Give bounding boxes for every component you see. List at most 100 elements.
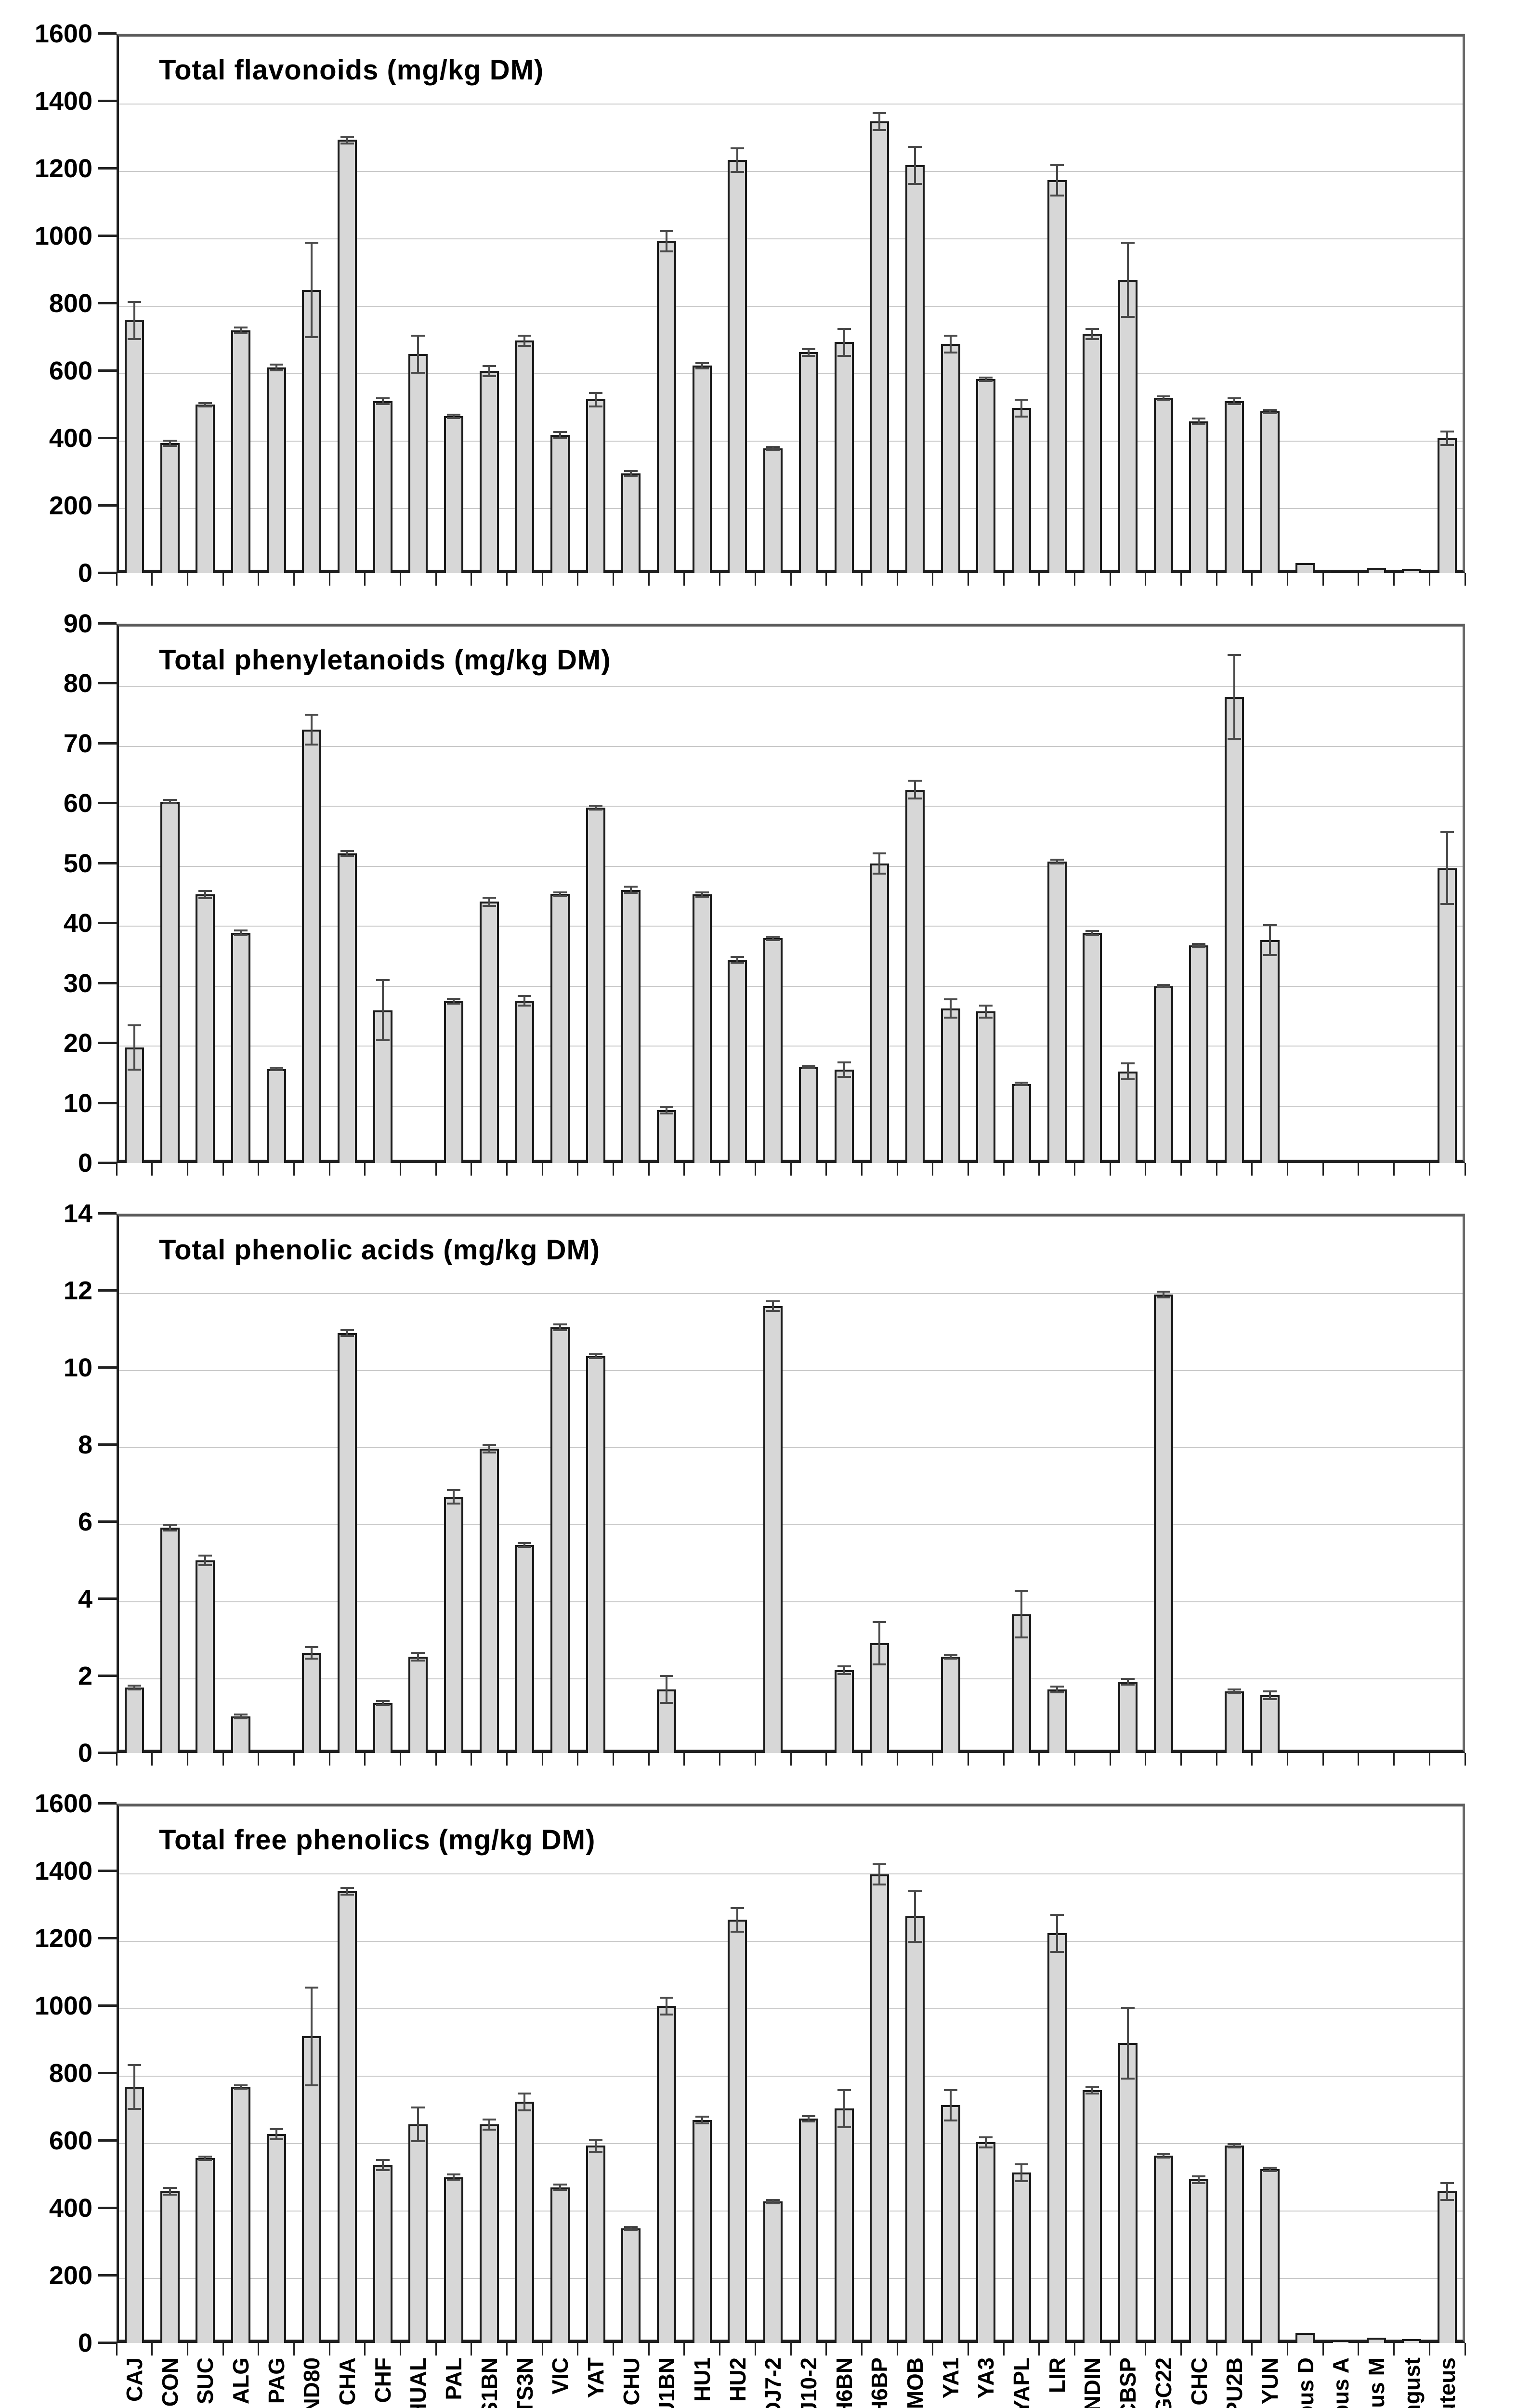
error-bar-cap — [695, 2116, 709, 2118]
x-axis-tick — [861, 2343, 863, 2356]
y-axis-tick-label: 80 — [63, 669, 92, 698]
x-axis-tick — [187, 1163, 188, 1176]
error-bar-cap — [163, 802, 177, 804]
x-axis-tick — [329, 1753, 330, 1766]
y-axis-tick-label: 400 — [49, 2194, 92, 2223]
error-bar — [630, 887, 632, 892]
error-bar — [453, 415, 455, 418]
bar-albus M — [1367, 2338, 1386, 2343]
y-axis-tick-label: 1200 — [34, 154, 92, 183]
bar-PAG — [267, 2134, 286, 2343]
error-bar — [630, 471, 632, 476]
x-axis-label: albus M — [1364, 2357, 1389, 2408]
error-bar-cap — [234, 2088, 248, 2090]
error-bar-cap — [1263, 954, 1277, 956]
y-axis-tick-label: 10 — [63, 1089, 92, 1118]
error-bar-cap — [411, 1660, 425, 1662]
x-axis-tick — [790, 2343, 792, 2356]
y-axis-tick — [98, 2342, 117, 2344]
x-axis-tick — [932, 573, 933, 586]
error-bar-cap — [376, 1700, 390, 1702]
bar-CON — [160, 1528, 180, 1753]
x-axis-tick — [1287, 1753, 1288, 1766]
error-bar — [1233, 1689, 1235, 1693]
bar-YA1 — [941, 1008, 960, 1163]
error-bar-cap — [908, 1941, 922, 1943]
y-axis-tick-label: 14 — [63, 1199, 92, 1228]
bar-H6BN — [835, 2108, 854, 2343]
error-bar — [382, 980, 384, 1040]
y-axis-tick-label: 1200 — [34, 1924, 92, 1953]
error-bar — [701, 363, 703, 368]
error-bar-cap — [1121, 242, 1135, 244]
bar-PAL — [444, 416, 463, 573]
gridline — [119, 238, 1463, 239]
x-axis-tick — [683, 1163, 685, 1176]
y-axis-tick — [98, 235, 117, 237]
bar-H6BN — [835, 1670, 854, 1753]
error-bar — [1269, 410, 1271, 413]
bar-CDJ7-2 — [763, 448, 783, 573]
x-axis-label: CHA — [335, 2357, 360, 2406]
error-bar-cap — [766, 2199, 780, 2201]
error-bar-cap — [1263, 924, 1277, 926]
bar-YAPL — [1012, 408, 1031, 573]
error-bar — [382, 2160, 384, 2170]
x-axis-label: HU2 — [725, 2357, 750, 2402]
error-bar-cap — [979, 1017, 993, 1019]
error-bar — [843, 2090, 845, 2127]
x-axis-tick — [1429, 2343, 1430, 2356]
x-axis-tick — [1180, 2343, 1182, 2356]
bar-HU1BN — [657, 2006, 676, 2343]
error-bar — [914, 1891, 916, 1942]
error-bar-cap — [518, 2109, 531, 2111]
error-bar — [1127, 243, 1129, 317]
error-bar-cap — [660, 230, 673, 232]
error-bar — [1269, 2168, 1271, 2171]
x-axis-tick — [1465, 2343, 1466, 2356]
x-axis-label: YAPL — [1009, 2357, 1034, 2408]
bar-HUAL — [408, 354, 428, 573]
bar-AND80 — [302, 2036, 321, 2343]
y-axis-tick — [98, 1443, 117, 1446]
error-bar-cap — [589, 392, 602, 394]
error-bar-cap — [553, 891, 567, 893]
y-axis-tick — [98, 572, 117, 574]
error-bar-cap — [802, 1067, 815, 1069]
y-axis-tick-label: 1000 — [34, 1991, 92, 2020]
error-bar — [382, 398, 384, 404]
error-bar-cap — [270, 2128, 283, 2130]
error-bar-cap — [128, 1069, 141, 1071]
bar-PU2B — [1225, 2146, 1244, 2343]
error-bar — [204, 891, 206, 898]
x-axis-label: CDJ10-2 — [796, 2357, 821, 2408]
error-bar-cap — [589, 2151, 602, 2153]
error-bar-cap — [979, 377, 993, 379]
bar-VIC — [550, 2187, 570, 2343]
error-bar — [488, 1445, 490, 1453]
x-axis-label: SUC — [193, 2357, 218, 2405]
error-bar-cap — [163, 440, 177, 442]
bar-CDJ10-2 — [799, 1067, 818, 1163]
gridline — [119, 508, 1463, 509]
x-axis-tick — [1216, 573, 1217, 586]
error-bar-cap — [1263, 1690, 1277, 1692]
x-axis-tick — [1393, 573, 1395, 586]
y-axis-tick-label: 800 — [49, 289, 92, 318]
x-axis-label: CHC — [1187, 2357, 1212, 2406]
error-bar-cap — [1157, 395, 1170, 397]
error-bar — [950, 999, 952, 1017]
bar-HU1BN — [657, 1689, 676, 1753]
error-bar-cap — [695, 896, 709, 898]
y-axis-tick-label: 0 — [78, 2329, 92, 2357]
error-bar-cap — [340, 1894, 354, 1896]
x-axis-tick — [542, 2343, 543, 2356]
gridline — [119, 1046, 1463, 1047]
error-bar-cap — [624, 2226, 638, 2228]
x-axis-label: LIR — [1045, 2357, 1070, 2394]
bar-VIC — [550, 1327, 570, 1753]
x-axis-tick — [1003, 1753, 1005, 1766]
bar-CHA — [338, 1891, 357, 2343]
error-bar — [417, 1653, 419, 1661]
error-bar-cap — [128, 2108, 141, 2110]
